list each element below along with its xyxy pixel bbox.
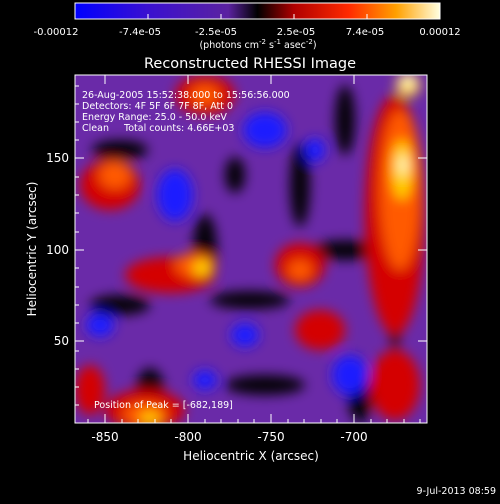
colorbar-unit: (photons cm-2 s-1 asec-2) (199, 38, 316, 51)
peak-position-text: Position of Peak = [-682,189] (94, 400, 233, 411)
x-tick-label: -800 (174, 430, 201, 444)
image-frame (74, 74, 428, 424)
x-tick-label: -750 (257, 430, 284, 444)
y-tick-label: 100 (46, 243, 69, 257)
detectors-text: Detectors: 4F 5F 6F 7F 8F, Att 0 (82, 101, 233, 112)
colorbar-tick-label: 2.5e-05 (277, 27, 315, 38)
x-tick-label: -850 (91, 430, 118, 444)
algorithm-counts-text: Clean Total counts: 4.66E+03 (82, 123, 234, 134)
image-title: Reconstructed RHESSI Image (144, 56, 356, 72)
colorbar-tick-label: 7.4e-05 (346, 27, 384, 38)
colorbar-tick-label: -2.5e-05 (195, 27, 237, 38)
energy-range-text: Energy Range: 25.0 - 50.0 keV (82, 112, 227, 123)
colorbar: -0.00012 -7.4e-05 -2.5e-05 2.5e-05 7.4e-… (34, 2, 461, 51)
y-axis-label: Heliocentric Y (arcsec) (25, 182, 39, 317)
image-map (75, 75, 427, 423)
colorbar-tick-label: -0.00012 (34, 27, 79, 38)
x-axis-label: Heliocentric X (arcsec) (183, 449, 319, 463)
x-tick-label: -700 (340, 430, 367, 444)
colorbar-tick-label: 0.00012 (419, 27, 460, 38)
footer-date: 9-Jul-2013 08:59 (417, 486, 496, 497)
info-annotation: 26-Aug-2005 15:52:38.000 to 15:56:56.000… (82, 90, 290, 134)
y-tick-label: 50 (54, 334, 69, 348)
colorbar-tick-label: -7.4e-05 (119, 27, 161, 38)
colorbar-ticks (74, 14, 441, 19)
x-axis-ticks (87, 75, 421, 423)
colorbar-gradient (74, 2, 441, 20)
y-axis-ticks (75, 85, 427, 406)
time-range-text: 26-Aug-2005 15:52:38.000 to 15:56:56.000 (82, 90, 290, 101)
y-tick-label: 150 (46, 151, 69, 165)
